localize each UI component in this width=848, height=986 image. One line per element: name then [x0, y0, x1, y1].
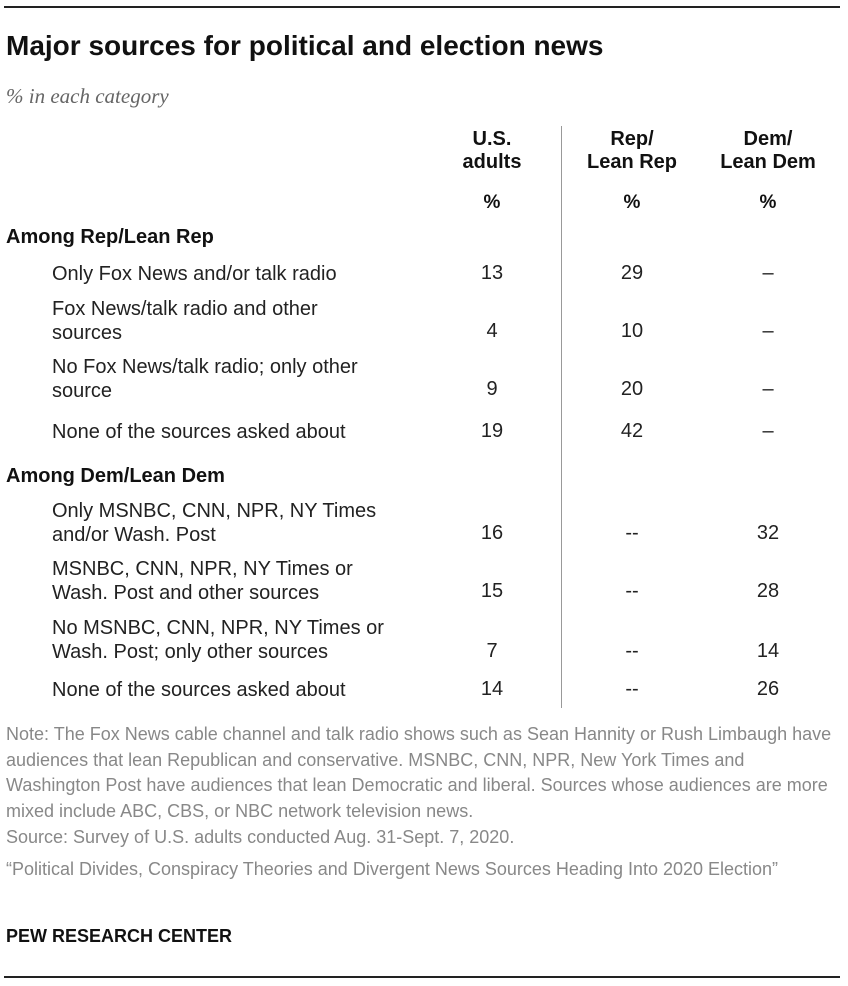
row-label: MSNBC, CNN, NPR, NY Times or Wash. Post a…: [52, 558, 353, 604]
row-label: None of the sources asked about: [52, 421, 346, 443]
column-header-2: Dem/ Lean Dem: [720, 128, 816, 173]
row-label: No Fox News/talk radio; only other source: [52, 356, 358, 402]
table-cell: 14: [480, 678, 504, 700]
row-label: Fox News/talk radio and other sources: [52, 298, 318, 344]
table-cell: 14: [756, 640, 780, 662]
section-label-1: Among Dem/Lean Dem: [6, 465, 225, 487]
table-cell: –: [762, 378, 774, 400]
table-cell: 15: [480, 580, 504, 602]
table-cell: 10: [620, 320, 644, 342]
column-unit-0: %: [483, 192, 501, 213]
brand-logo-text: PEW RESEARCH CENTER: [6, 926, 233, 946]
table-cell: --: [625, 640, 639, 662]
row-label: Only MSNBC, CNN, NPR, NY Times and/or Was…: [52, 500, 377, 546]
chart-subtitle: % in each category: [6, 84, 169, 108]
table-cell: 4: [486, 320, 498, 342]
row-label: Only Fox News and/or talk radio: [52, 263, 337, 285]
section-label-0: Among Rep/Lean Rep: [6, 226, 214, 248]
table-cell: 7: [486, 640, 498, 662]
note-text: Note: The Fox News cable channel and tal…: [6, 724, 832, 821]
chart-title: Major sources for political and election…: [6, 30, 604, 61]
table-cell: 9: [486, 378, 498, 400]
row-label: None of the sources asked about: [52, 679, 346, 701]
table-cell: 28: [756, 580, 780, 602]
table-cell: 19: [480, 420, 504, 442]
table-cell: --: [625, 678, 639, 700]
table-cell: –: [762, 320, 774, 342]
source-text: Source: Survey of U.S. adults conducted …: [6, 827, 515, 847]
column-unit-1: %: [623, 192, 641, 213]
table-cell: 32: [756, 522, 780, 544]
table-cell: --: [625, 522, 639, 544]
column-header-0: U.S. adults: [462, 128, 522, 173]
table-cell: --: [625, 580, 639, 602]
table-cell: –: [762, 420, 774, 442]
top-rule: [4, 6, 840, 8]
bottom-rule: [4, 976, 840, 978]
report-title-text: “Political Divides, Conspiracy Theories …: [6, 859, 779, 879]
table-cell: 29: [620, 262, 644, 284]
table-cell: 26: [756, 678, 780, 700]
table-cell: –: [762, 262, 774, 284]
table-cell: 42: [620, 420, 644, 442]
column-divider: [561, 126, 562, 708]
column-header-1: Rep/ Lean Rep: [586, 128, 678, 173]
column-unit-2: %: [759, 192, 777, 213]
table-cell: 13: [480, 262, 504, 284]
table-cell: 16: [480, 522, 504, 544]
row-label: No MSNBC, CNN, NPR, NY Times or Wash. Pos…: [52, 617, 384, 663]
table-cell: 20: [620, 378, 644, 400]
